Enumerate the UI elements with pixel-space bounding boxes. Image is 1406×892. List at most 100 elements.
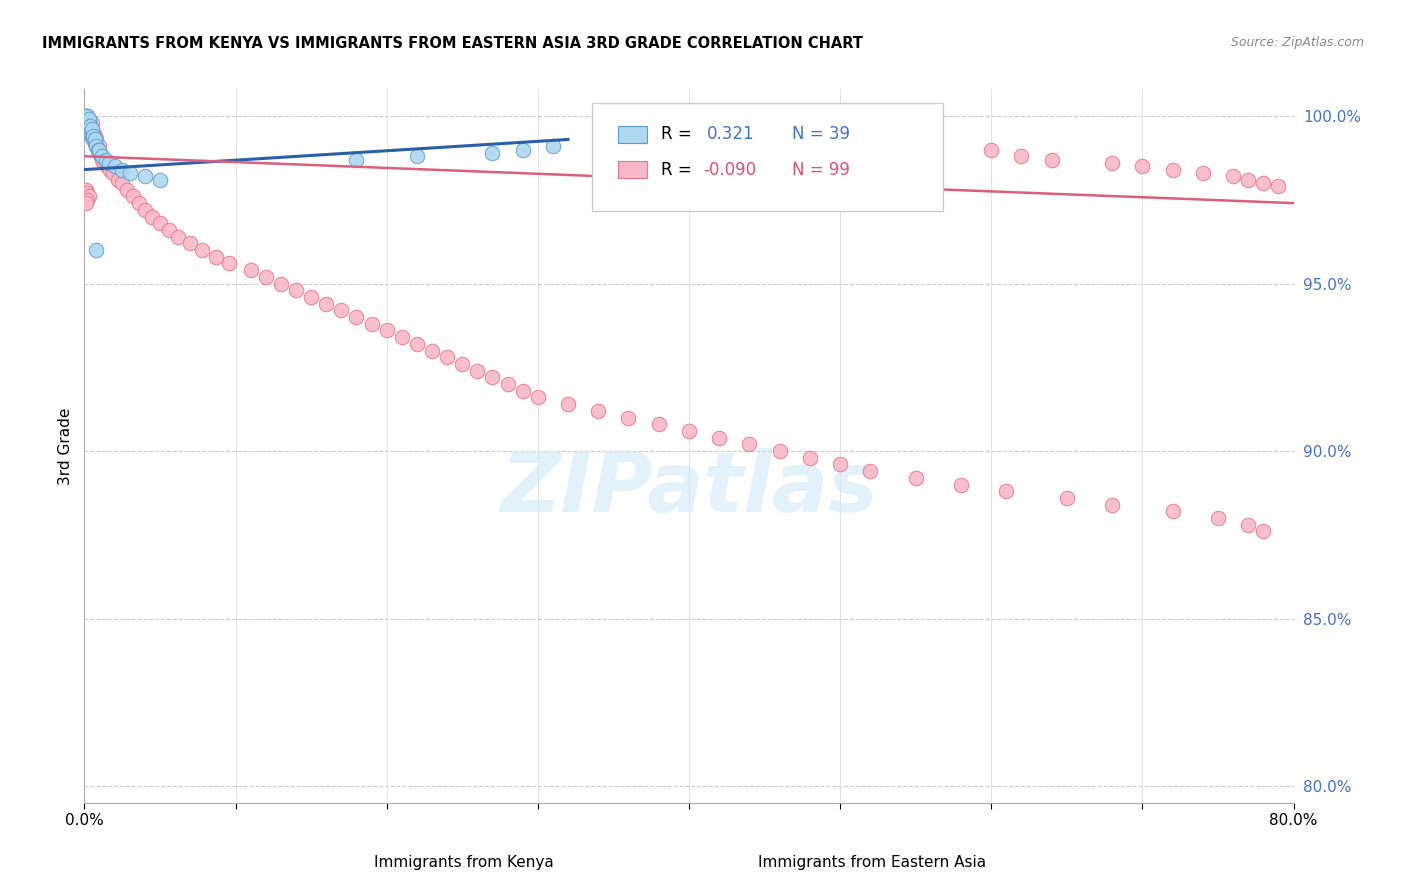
Point [1222, 169, 1244, 184]
Point [82, 132, 104, 146]
FancyBboxPatch shape [617, 126, 647, 143]
Point [239, 263, 262, 277]
Point [496, 377, 519, 392]
Point [76, 119, 98, 133]
Point [738, 437, 761, 451]
Point [1237, 517, 1260, 532]
Point [1192, 166, 1215, 180]
Point [118, 166, 141, 180]
Point [709, 431, 731, 445]
Point [980, 143, 1002, 157]
Point [89, 143, 111, 157]
Point [191, 243, 214, 257]
Point [346, 310, 368, 324]
Point [82, 132, 104, 146]
Point [406, 149, 429, 163]
Point [270, 277, 292, 291]
Point [77, 122, 100, 136]
Point [134, 202, 156, 217]
Point [75, 116, 97, 130]
Point [77, 116, 100, 130]
Point [360, 317, 382, 331]
Point [77, 189, 100, 203]
Point [111, 162, 134, 177]
Point [218, 256, 240, 270]
Point [87, 143, 110, 157]
Point [82, 129, 104, 144]
Point [1253, 176, 1275, 190]
Point [75, 116, 97, 130]
Y-axis label: 3rd Grade: 3rd Grade [58, 408, 73, 484]
FancyBboxPatch shape [592, 103, 943, 211]
Text: Immigrants from Kenya: Immigrants from Kenya [374, 855, 554, 870]
Point [93, 156, 115, 170]
Point [134, 169, 156, 184]
Text: -0.090: -0.090 [703, 161, 756, 178]
Point [1253, 524, 1275, 539]
Point [1206, 511, 1229, 525]
Point [481, 370, 503, 384]
Point [141, 210, 163, 224]
Point [94, 153, 117, 167]
Point [285, 283, 308, 297]
Point [420, 343, 443, 358]
Point [79, 119, 101, 133]
Point [77, 116, 100, 130]
Point [904, 471, 927, 485]
Point [76, 119, 98, 133]
Point [80, 122, 103, 136]
Text: R =: R = [661, 161, 692, 178]
Point [84, 132, 107, 146]
Point [205, 250, 228, 264]
Point [80, 126, 103, 140]
Point [76, 116, 98, 130]
Point [1101, 498, 1123, 512]
Point [406, 336, 429, 351]
Point [1267, 179, 1289, 194]
Point [1040, 153, 1063, 167]
Point [128, 196, 150, 211]
Point [1161, 504, 1184, 518]
Point [541, 139, 564, 153]
Point [77, 119, 100, 133]
Point [678, 424, 700, 438]
Point [111, 176, 134, 190]
Point [149, 172, 172, 186]
Point [80, 129, 103, 144]
Point [179, 236, 201, 251]
Point [84, 136, 107, 150]
Point [86, 139, 108, 153]
Point [830, 458, 852, 472]
Point [467, 363, 489, 377]
Point [769, 444, 792, 458]
Point [79, 119, 101, 133]
Point [77, 112, 100, 127]
Point [451, 357, 474, 371]
Point [995, 484, 1018, 499]
Text: Immigrants from Eastern Asia: Immigrants from Eastern Asia [758, 855, 986, 870]
Text: N = 99: N = 99 [792, 161, 849, 178]
Point [96, 159, 118, 173]
Point [527, 391, 550, 405]
FancyBboxPatch shape [617, 161, 647, 178]
Point [80, 122, 103, 136]
Point [82, 126, 104, 140]
Point [76, 112, 98, 127]
Point [76, 186, 98, 200]
Point [75, 109, 97, 123]
Point [648, 417, 671, 432]
Point [75, 112, 97, 127]
Point [950, 477, 973, 491]
Point [436, 350, 458, 364]
Point [80, 129, 103, 144]
Point [86, 243, 108, 257]
Point [97, 156, 120, 170]
Point [77, 112, 100, 127]
Point [98, 162, 121, 177]
Point [80, 116, 103, 130]
Point [512, 143, 534, 157]
Point [1011, 149, 1033, 163]
Point [91, 153, 114, 167]
Point [101, 166, 124, 180]
Point [299, 290, 322, 304]
